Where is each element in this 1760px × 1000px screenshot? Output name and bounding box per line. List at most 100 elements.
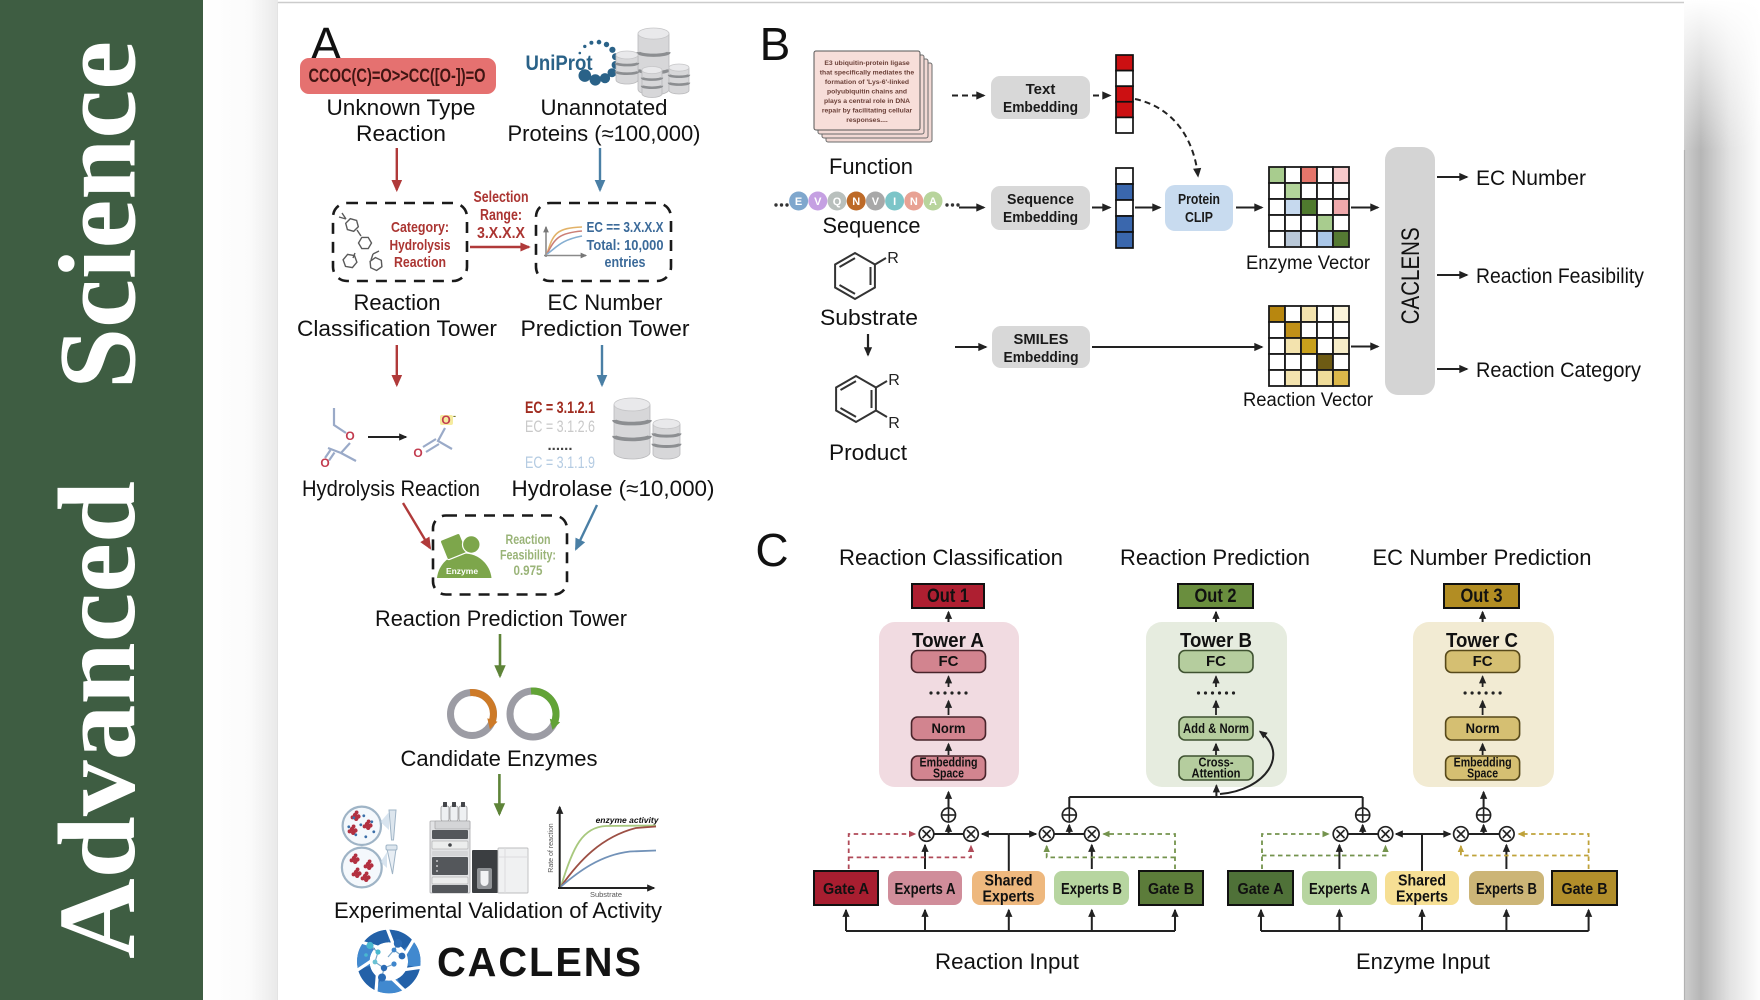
svg-text:R: R [888, 372, 900, 389]
svg-text:Add & Norm: Add & Norm [1183, 721, 1249, 736]
svg-text:N: N [910, 196, 918, 208]
svg-text:Candidate Enzymes: Candidate Enzymes [401, 746, 598, 771]
svg-text:Reaction: Reaction [354, 290, 441, 315]
svg-text:Sequence: Sequence [823, 213, 921, 238]
svg-text:CACLENS: CACLENS [1397, 227, 1425, 324]
svg-text:Total: 10,000: Total: 10,000 [587, 237, 664, 254]
svg-text:Tower C: Tower C [1446, 630, 1518, 652]
svg-text:A: A [929, 196, 937, 208]
svg-text:Embedding: Embedding [1004, 349, 1079, 366]
svg-text:Function: Function [829, 154, 913, 179]
svg-text:Reaction Category: Reaction Category [1476, 359, 1641, 382]
svg-text:Cross-: Cross- [1199, 756, 1234, 770]
svg-text:Gate A: Gate A [1238, 881, 1284, 898]
svg-text:Shared: Shared [1398, 873, 1446, 890]
svg-text:CLIP: CLIP [1185, 209, 1213, 226]
svg-text:Classification Tower: Classification Tower [297, 316, 497, 341]
svg-text:Out 3: Out 3 [1461, 586, 1503, 607]
svg-text:C: C [755, 524, 788, 576]
svg-text:Hydrolysis: Hydrolysis [390, 237, 451, 254]
svg-text:Experts: Experts [1396, 889, 1448, 906]
svg-text:R: R [888, 415, 900, 432]
svg-text:EC Number: EC Number [548, 290, 663, 315]
svg-text:Reaction Prediction Tower: Reaction Prediction Tower [375, 606, 627, 631]
svg-text:Experts: Experts [983, 889, 1035, 906]
svg-text:EC Number: EC Number [1476, 167, 1586, 190]
svg-text:EC == 3.X.X.X: EC == 3.X.X.X [587, 219, 664, 236]
svg-text:Unknown Type: Unknown Type [327, 95, 476, 120]
svg-text:Experts A: Experts A [895, 881, 956, 898]
svg-text:CACLENS: CACLENS [437, 939, 643, 985]
svg-text:EC Number Prediction: EC Number Prediction [1373, 545, 1592, 570]
svg-text:Tower A: Tower A [912, 630, 984, 652]
svg-text:Reaction: Reaction [506, 532, 551, 547]
svg-text:Hydrolysis Reaction: Hydrolysis Reaction [302, 476, 480, 501]
svg-text:V: V [872, 196, 880, 208]
svg-text:Q: Q [833, 196, 842, 208]
svg-text:entries: entries [605, 254, 646, 271]
svg-text:Product: Product [829, 440, 907, 465]
svg-text:Advanced: Advanced [36, 481, 158, 959]
svg-text:responses....: responses.... [846, 117, 888, 124]
svg-text:FC: FC [1206, 653, 1226, 670]
svg-text:Reaction Classification: Reaction Classification [839, 545, 1063, 570]
svg-text:Shared: Shared [985, 873, 1033, 890]
svg-text:O: O [441, 413, 450, 427]
svg-text:Selection: Selection [474, 189, 529, 206]
svg-text:Out 2: Out 2 [1195, 586, 1237, 607]
svg-text:Enzyme: Enzyme [446, 566, 478, 576]
svg-text:Gate A: Gate A [823, 881, 869, 898]
svg-text:Norm: Norm [932, 721, 966, 736]
svg-text:plays a central role in DNA: plays a central role in DNA [824, 98, 910, 105]
svg-text:E3 ubiquitin-protein ligase: E3 ubiquitin-protein ligase [824, 60, 910, 67]
svg-text:Embedding: Embedding [1003, 99, 1078, 116]
svg-text:Tower B: Tower B [1180, 630, 1252, 652]
svg-text:EC = 3.1.2.6: EC = 3.1.2.6 [525, 417, 595, 436]
svg-text:Sequence: Sequence [1007, 191, 1074, 208]
svg-text:that specifically mediates the: that specifically mediates the [820, 70, 915, 77]
svg-text:Norm: Norm [1466, 721, 1500, 736]
svg-text:enzyme activity: enzyme activity [596, 815, 660, 825]
svg-text:Range:: Range: [480, 207, 522, 224]
svg-text:Experts B: Experts B [1061, 881, 1122, 898]
svg-text:Enzyme Input: Enzyme Input [1356, 949, 1490, 974]
svg-text:Experts A: Experts A [1309, 881, 1370, 898]
svg-text:FC: FC [939, 653, 959, 670]
svg-text:I: I [893, 196, 896, 208]
svg-text:O: O [345, 429, 354, 443]
svg-text:E: E [795, 196, 802, 208]
svg-text:Reaction Prediction: Reaction Prediction [1120, 545, 1310, 570]
svg-text:CCOC(C)=O>>CC([O-])=O: CCOC(C)=O>>CC([O-])=O [309, 66, 486, 87]
svg-text:Reaction Feasibility: Reaction Feasibility [1476, 265, 1644, 288]
svg-text:EC = 3.1.2.1: EC = 3.1.2.1 [525, 398, 595, 417]
svg-text:N: N [852, 196, 860, 208]
svg-text:Reaction: Reaction [356, 121, 446, 146]
svg-text:UniProt: UniProt [526, 52, 593, 75]
svg-text:Experimental Validation of Act: Experimental Validation of Activity [334, 898, 662, 923]
svg-text:EC = 3.1.1.9: EC = 3.1.1.9 [525, 453, 595, 472]
svg-text:Science: Science [37, 41, 159, 389]
svg-text:FC: FC [1473, 653, 1493, 670]
svg-text:Unannotated: Unannotated [541, 95, 668, 120]
svg-text:Substrate: Substrate [820, 305, 918, 330]
svg-text:Enzyme Vector: Enzyme Vector [1246, 253, 1371, 274]
svg-text:Protein: Protein [1178, 191, 1220, 208]
svg-text:Hydrolase (≈10,000): Hydrolase (≈10,000) [512, 476, 715, 501]
svg-text:SMILES: SMILES [1014, 331, 1069, 348]
svg-text:Embedding: Embedding [1003, 209, 1078, 226]
svg-text:Category:: Category: [391, 219, 449, 236]
svg-text:O: O [320, 456, 329, 470]
svg-text:Rate of reaction: Rate of reaction [548, 823, 555, 873]
svg-text:0.975: 0.975 [514, 563, 543, 578]
svg-text:-: - [453, 411, 456, 421]
svg-text:formation of 'Lys-6'-linked: formation of 'Lys-6'-linked [825, 79, 909, 86]
svg-text:Space: Space [933, 767, 964, 781]
svg-text:polyubiquitin chains and: polyubiquitin chains and [827, 89, 907, 96]
svg-text:Substrate: Substrate [590, 890, 622, 899]
svg-text:Gate B: Gate B [1148, 881, 1194, 898]
svg-text:Attention: Attention [1192, 767, 1241, 781]
svg-text:3.X.X.X: 3.X.X.X [477, 225, 525, 242]
svg-text:Prediction Tower: Prediction Tower [521, 316, 690, 341]
svg-text:Reaction: Reaction [394, 254, 446, 271]
svg-text:......: ...... [547, 437, 572, 454]
